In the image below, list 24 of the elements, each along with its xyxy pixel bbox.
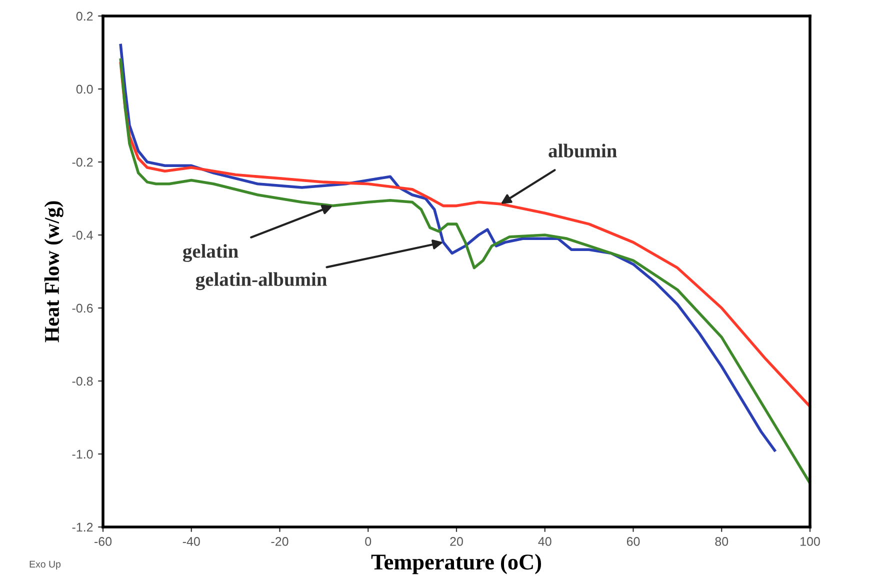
annotation: albumin	[548, 144, 617, 158]
y-tick-label: -1.2	[72, 522, 93, 532]
x-tick-label: -40	[182, 537, 200, 546]
y-tick-label: 0.2	[76, 12, 93, 21]
x-tick-label: 20	[450, 537, 463, 546]
y-tick-label: 0.0	[76, 84, 93, 94]
annotation: gelatin-albumin	[196, 272, 327, 290]
line-series	[119, 62, 810, 408]
x-tick-label: -20	[271, 537, 288, 546]
y-axis-title: Heat Flow (w/g)	[44, 201, 64, 342]
annotation: gelatin	[182, 244, 238, 262]
y-tick-label: -0.4	[72, 230, 93, 240]
y-tick-label: -0.8	[72, 376, 93, 386]
y-tick-label: -1.0	[72, 450, 93, 459]
x-tick-label: 60	[626, 537, 640, 546]
x-tick-label: 0	[365, 537, 372, 546]
x-tick-label: -60	[94, 537, 112, 546]
x-tick-label: 80	[715, 537, 728, 546]
y-tick-label: -0.2	[72, 158, 93, 167]
x-axis-title: Temperature (oC)	[371, 554, 542, 574]
x-tick-label: 100	[800, 537, 820, 546]
text: Exo Up	[30, 560, 61, 570]
x-tick-label: 40	[538, 537, 552, 546]
y-tick-label: -0.6	[72, 304, 93, 313]
